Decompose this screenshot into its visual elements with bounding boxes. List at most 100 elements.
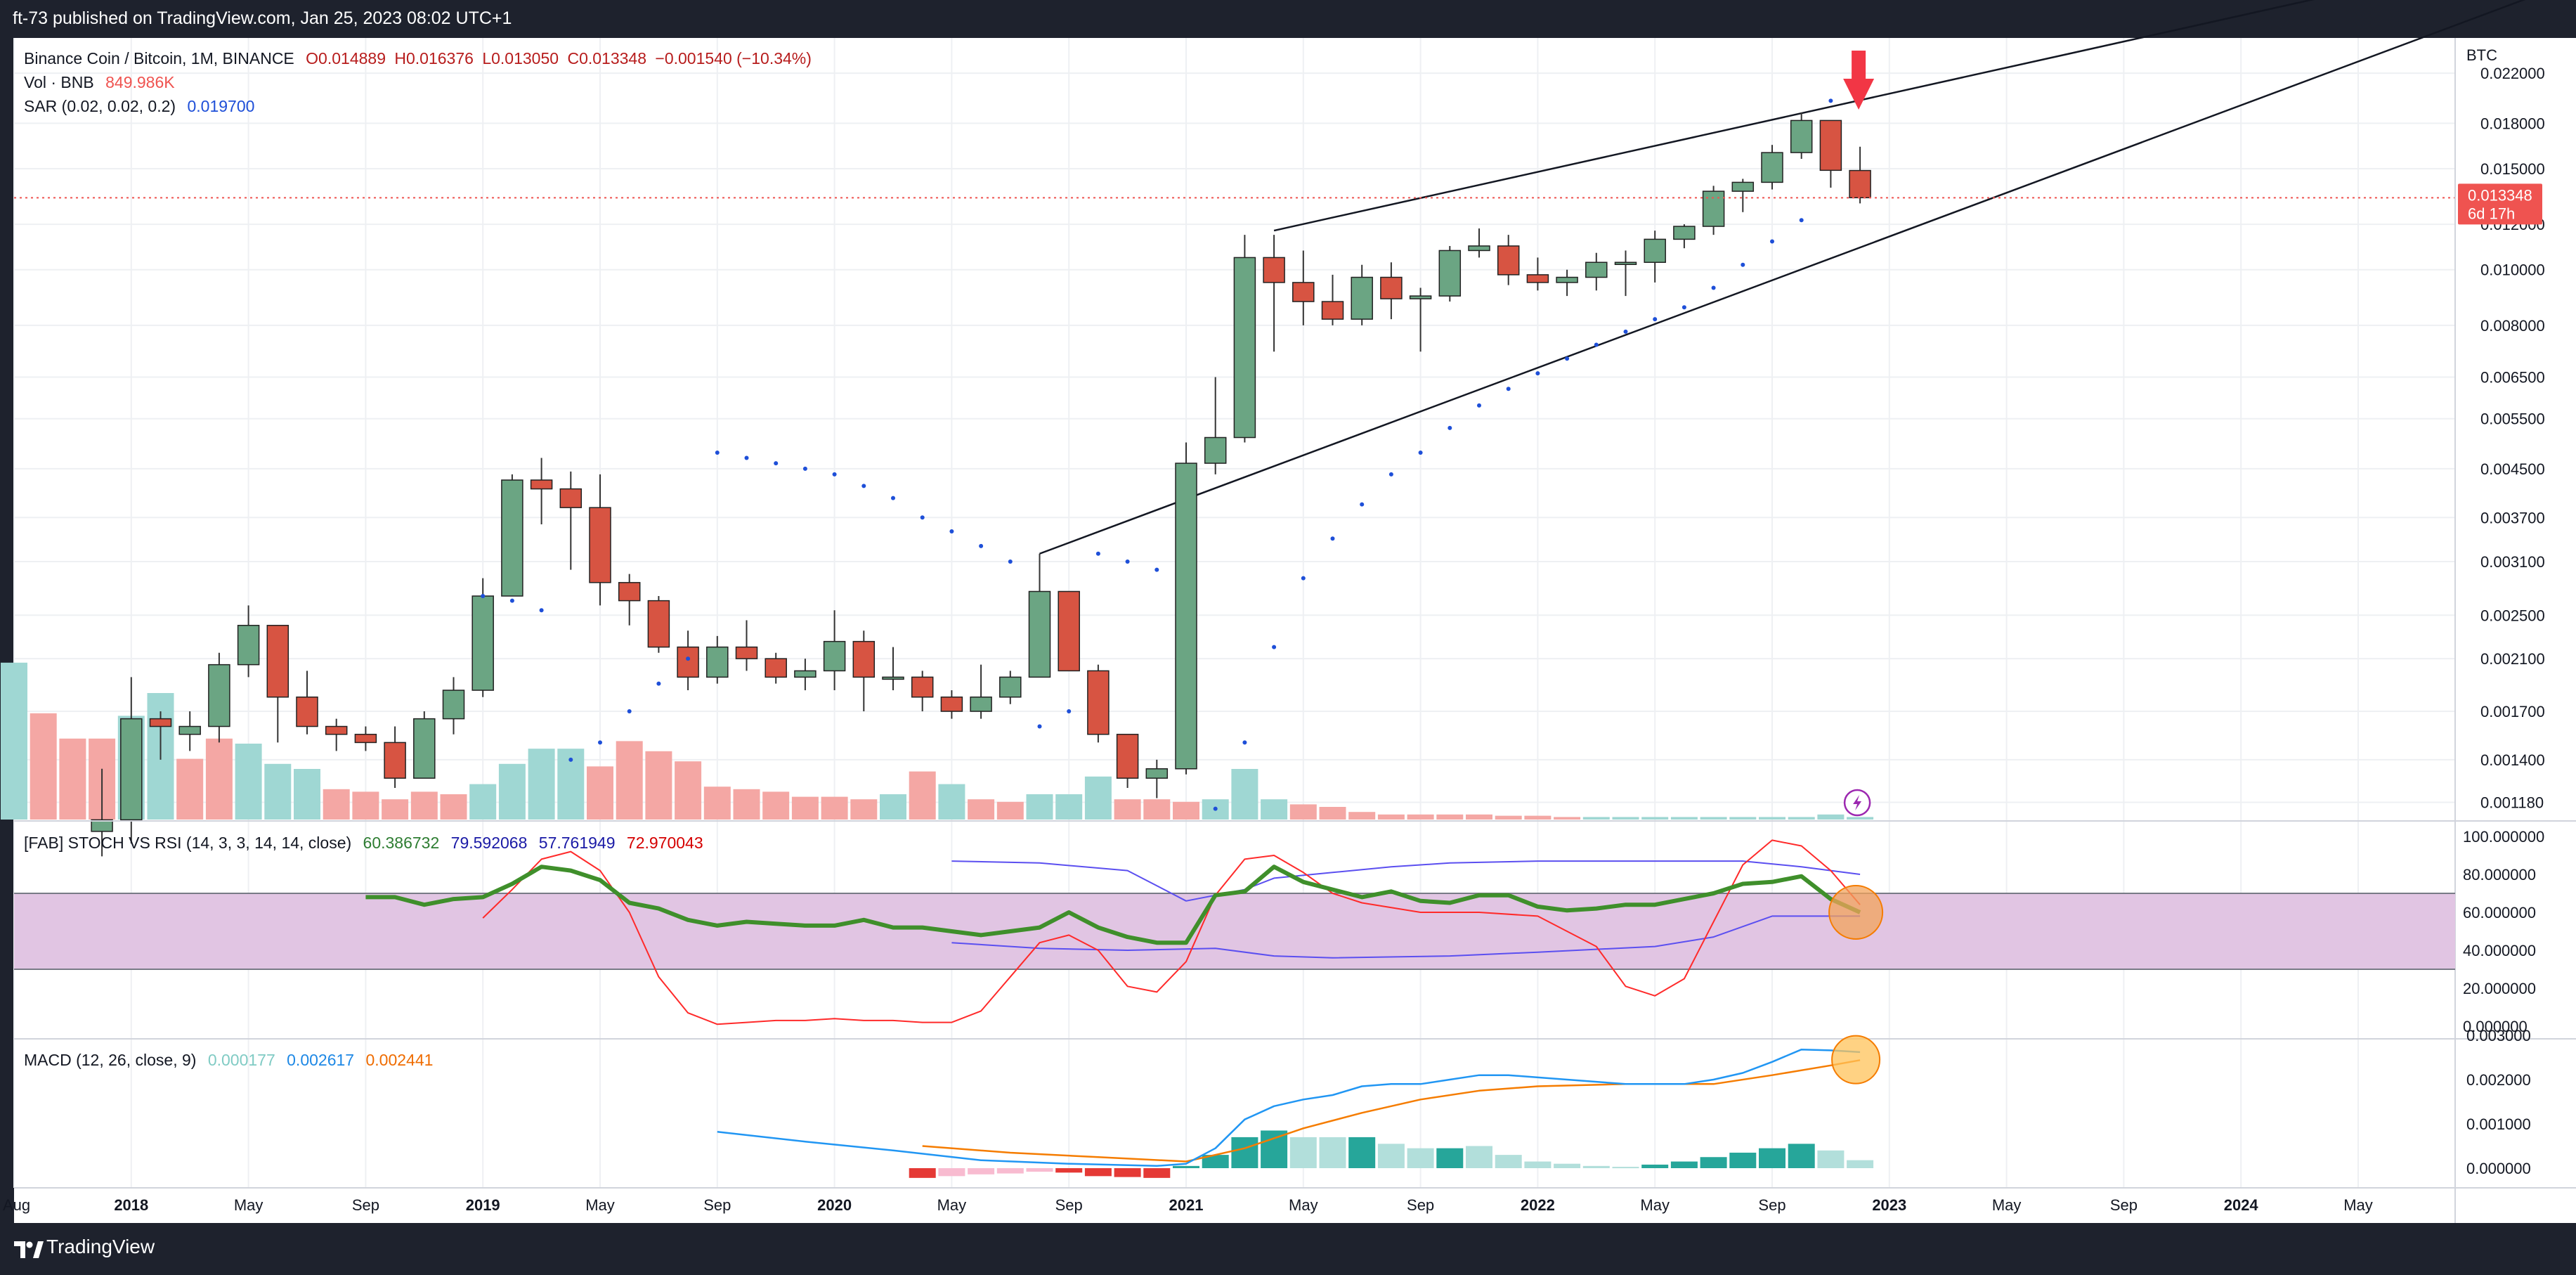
price-axis-currency: BTC bbox=[2466, 46, 2497, 64]
macd-histogram-bar bbox=[1466, 1146, 1492, 1168]
sar-dot bbox=[949, 529, 954, 533]
candle-body bbox=[970, 697, 992, 712]
plot-background bbox=[14, 38, 2455, 1223]
volume-bar bbox=[1847, 817, 1874, 820]
stoch-value-2: 79.592068 bbox=[450, 834, 528, 852]
candle-body bbox=[1263, 257, 1285, 283]
x-axis-tick-label: May bbox=[937, 1196, 967, 1214]
stoch-axis-tick-label: 20.000000 bbox=[2463, 980, 2536, 997]
stoch-d-line bbox=[951, 860, 1861, 902]
candle-body bbox=[296, 697, 318, 727]
price-axis-tick-label: 0.005500 bbox=[2480, 410, 2545, 428]
sar-dot bbox=[744, 455, 749, 460]
macd-histogram-bar bbox=[1407, 1148, 1434, 1168]
sar-dot bbox=[598, 740, 602, 745]
candle-body bbox=[1380, 276, 1403, 299]
price-axis-tick-label: 0.001700 bbox=[2480, 703, 2545, 720]
candle-body bbox=[852, 640, 876, 678]
trendline bbox=[1039, 0, 2526, 555]
sar-dot bbox=[1653, 317, 1658, 322]
candle-body bbox=[208, 664, 230, 727]
volume-bar bbox=[440, 794, 467, 820]
volume-bar bbox=[791, 796, 819, 820]
sar-dot bbox=[1681, 305, 1686, 310]
candle-body bbox=[1058, 590, 1080, 672]
volume-value: 849.986K bbox=[105, 73, 175, 91]
candle-body bbox=[501, 479, 523, 597]
sar-dot bbox=[920, 515, 925, 520]
stoch-d-line bbox=[951, 915, 1861, 959]
x-axis-tick-label: May bbox=[1289, 1196, 1318, 1214]
macd-histogram-bar bbox=[909, 1168, 936, 1178]
macd-histogram-bar bbox=[1084, 1168, 1112, 1177]
price-axis-tick-label: 0.022000 bbox=[2480, 65, 2545, 82]
ohlc-change: −0.001540 (−10.34%) bbox=[655, 49, 812, 67]
macd-histogram-bar bbox=[968, 1168, 995, 1174]
sar-dot bbox=[861, 484, 866, 488]
candle-body bbox=[1321, 301, 1344, 320]
macd-histogram-bar bbox=[1524, 1161, 1552, 1168]
sar-dot bbox=[1330, 536, 1335, 541]
candle-body bbox=[1116, 734, 1139, 779]
sar-dot bbox=[1242, 740, 1247, 745]
candle-body bbox=[823, 640, 846, 672]
candle-body bbox=[940, 697, 963, 712]
red-arrow-icon bbox=[1843, 51, 1875, 110]
volume-label: Vol · BNB bbox=[24, 73, 94, 91]
candle-body bbox=[325, 725, 348, 735]
x-axis-tick-label: 2022 bbox=[1521, 1196, 1555, 1214]
volume-bar bbox=[1729, 817, 1757, 820]
volume-bar bbox=[352, 791, 379, 820]
sar-dot bbox=[568, 757, 573, 762]
stoch-highlight-circle bbox=[1828, 885, 1884, 940]
macd-histogram-bar bbox=[1173, 1165, 1199, 1168]
sar-dot bbox=[1095, 551, 1100, 556]
candle-body bbox=[1087, 670, 1110, 735]
volume-bar bbox=[1231, 769, 1258, 820]
candle-body bbox=[1145, 768, 1169, 779]
sar-dot bbox=[1067, 709, 1072, 714]
candle-body bbox=[1497, 245, 1520, 276]
sar-dot bbox=[1477, 403, 1481, 408]
volume-bar bbox=[1612, 817, 1639, 820]
candle-body bbox=[999, 676, 1022, 698]
volume-bar bbox=[968, 799, 995, 820]
sar-dot bbox=[1154, 567, 1159, 572]
stoch-band bbox=[14, 893, 2455, 969]
candle-body bbox=[1292, 282, 1315, 302]
macd-histogram-bar bbox=[996, 1168, 1024, 1174]
x-axis-tick-label: 2019 bbox=[466, 1196, 500, 1214]
sar-dot bbox=[1828, 98, 1833, 103]
sar-dot bbox=[1594, 342, 1599, 347]
volume-bar bbox=[1143, 799, 1171, 820]
symbol-title: Binance Coin / Bitcoin, 1M, BINANCE bbox=[24, 49, 294, 67]
x-axis-tick-label: May bbox=[1992, 1196, 2022, 1214]
sar-dot bbox=[1565, 356, 1570, 361]
price-axis-tick-label: 0.001180 bbox=[2480, 794, 2544, 811]
top-bar: ft-73 published on TradingView.com, Jan … bbox=[0, 0, 2576, 38]
volume-bar bbox=[850, 799, 878, 820]
x-axis-tick-label: May bbox=[1640, 1196, 1670, 1214]
volume-bar bbox=[1524, 815, 1552, 820]
x-axis-tick-label: 2023 bbox=[1872, 1196, 1906, 1214]
rsi-line bbox=[482, 839, 1861, 1025]
sar-dot bbox=[1799, 218, 1804, 223]
price-axis-tick-label: 0.004500 bbox=[2480, 460, 2545, 478]
sar-dot bbox=[686, 656, 691, 661]
volume-bar bbox=[323, 789, 350, 820]
sar-dot bbox=[1301, 576, 1306, 581]
macd-histogram-bar bbox=[1641, 1164, 1669, 1168]
volume-bar bbox=[880, 794, 906, 820]
candle-body bbox=[91, 819, 113, 832]
price-axis-tick-label: 0.002100 bbox=[2480, 650, 2545, 668]
stoch-axis-tick-label: 0.000000 bbox=[2463, 1018, 2528, 1035]
x-axis-tick-label: 2018 bbox=[114, 1196, 148, 1214]
macd-histogram-bar bbox=[1348, 1137, 1376, 1168]
sar-dot bbox=[802, 466, 807, 471]
stoch-k-line bbox=[365, 865, 1861, 945]
volume-bar bbox=[1261, 799, 1288, 820]
volume-bar bbox=[733, 789, 760, 820]
macd-label: MACD (12, 26, close, 9) bbox=[24, 1051, 197, 1069]
volume-bar bbox=[762, 791, 790, 820]
